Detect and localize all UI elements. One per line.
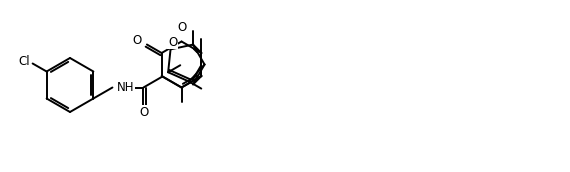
Text: Cl: Cl xyxy=(19,55,30,68)
Text: NH: NH xyxy=(117,81,134,94)
Text: O: O xyxy=(177,20,186,34)
Text: O: O xyxy=(168,36,177,49)
Text: O: O xyxy=(133,34,142,47)
Text: O: O xyxy=(140,106,149,119)
